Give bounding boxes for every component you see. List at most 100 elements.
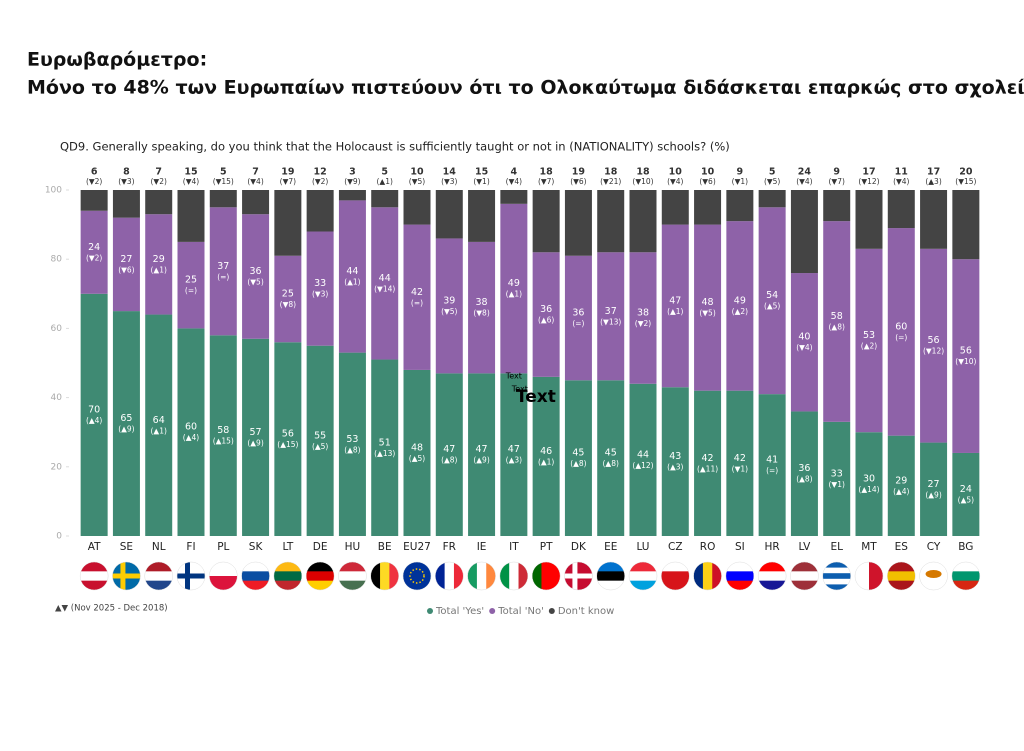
flag-stripe [822, 584, 851, 590]
flag-stripe [453, 562, 464, 590]
value-label: 18 [540, 167, 554, 178]
bar-segment [661, 224, 689, 388]
flag-stripe [532, 562, 542, 590]
flag-cross [185, 562, 190, 590]
bar-segment [145, 314, 173, 536]
change-label: (▼7) [280, 177, 296, 186]
bar-segment [726, 221, 754, 391]
change-label: (▼8) [473, 309, 489, 318]
x-tick-label: PL [217, 541, 229, 553]
value-label: 14 [443, 167, 457, 178]
change-label: (▲4) [183, 433, 199, 442]
value-label: 37 [605, 306, 617, 317]
bar-segment [145, 214, 173, 315]
change-label: (▲1) [506, 290, 522, 299]
x-tick-label: NL [152, 541, 166, 553]
value-label: 3 [349, 167, 356, 178]
value-label: 40 [798, 332, 810, 343]
change-label: (▼10) [632, 177, 653, 186]
value-label: 29 [895, 475, 907, 486]
flag-border [919, 561, 948, 591]
change-label: (▼3) [441, 177, 457, 186]
x-tick-label: BE [378, 541, 392, 553]
value-label: 11 [895, 167, 908, 178]
flag-stripe [596, 571, 625, 582]
bar-segment [468, 373, 496, 536]
flag [370, 562, 399, 590]
value-label: 36 [572, 308, 584, 319]
flag-stripe [338, 580, 367, 590]
flag-stripe [144, 571, 173, 582]
change-label: (▼7) [538, 177, 554, 186]
bar-segment [629, 383, 657, 536]
flag-border [822, 561, 851, 591]
change-label: (▼6) [570, 177, 586, 186]
bar-segment [952, 190, 980, 260]
bar-segment [661, 387, 689, 536]
value-label: 18 [604, 167, 618, 178]
y-tick-label: 0 [56, 532, 62, 542]
bar-segment [532, 190, 560, 253]
flag-border [241, 561, 270, 591]
x-tick-label: DE [313, 541, 328, 553]
change-label: (▲5) [764, 302, 780, 311]
change-label: (▼2) [635, 319, 651, 328]
value-label: 70 [88, 404, 100, 415]
flag-island [925, 570, 942, 578]
change-label: (▼15) [955, 177, 976, 186]
annotation: Text [505, 372, 522, 381]
change-label: (▼5) [764, 177, 780, 186]
value-label: 10 [669, 167, 683, 178]
bar-segment [242, 190, 270, 215]
change-label: (▼9) [344, 177, 360, 186]
value-label: 30 [863, 474, 875, 485]
bar-segment [564, 380, 592, 536]
value-label: 5 [381, 167, 388, 178]
x-tick-label: EL [830, 541, 843, 553]
flag-stripe [209, 562, 238, 577]
bar-segment [790, 273, 818, 412]
flag-stripe [725, 571, 754, 582]
flag-border [790, 561, 819, 591]
flag [112, 562, 141, 590]
flag-stripe [541, 562, 552, 590]
change-label: (▲8) [829, 322, 845, 331]
change-label: (▲6) [538, 316, 554, 325]
bar-segment [629, 190, 657, 253]
flag-stripe [306, 580, 335, 590]
value-label: 49 [734, 295, 746, 306]
change-label: (▲11) [697, 464, 718, 473]
bar-segment [371, 190, 399, 208]
change-label: (▼4) [506, 177, 522, 186]
flag-border [209, 561, 238, 591]
flag-border [854, 561, 884, 591]
flag-cross [572, 562, 578, 590]
value-label: 18 [636, 167, 650, 178]
legend-swatch [489, 608, 496, 614]
flag-stripe [887, 580, 916, 590]
flag [822, 562, 851, 590]
change-label: (▼1) [732, 464, 748, 473]
value-label: 38 [637, 308, 649, 319]
x-tick-label: HU [345, 541, 361, 553]
value-label: 46 [540, 446, 552, 457]
change-label: (▲8) [441, 456, 457, 465]
bar-segment [758, 207, 786, 395]
bar-segment [855, 248, 883, 433]
value-label: 57 [250, 427, 262, 438]
bar-segment [338, 200, 366, 353]
value-label: 56 [960, 346, 972, 357]
flag-stripe [758, 580, 787, 590]
bar-segment [177, 190, 205, 242]
flag-border [757, 561, 787, 591]
bar-segment [597, 190, 625, 253]
change-label: (▲9) [925, 490, 941, 499]
change-label: (▲1) [377, 177, 393, 186]
change-label: (▼6) [699, 177, 715, 186]
bar-segment [597, 380, 625, 536]
x-tick-label: HR [765, 541, 780, 553]
x-tick-label: BG [958, 541, 973, 553]
flag [499, 562, 528, 590]
value-label: 27 [928, 479, 940, 490]
bar-segment [790, 190, 818, 274]
